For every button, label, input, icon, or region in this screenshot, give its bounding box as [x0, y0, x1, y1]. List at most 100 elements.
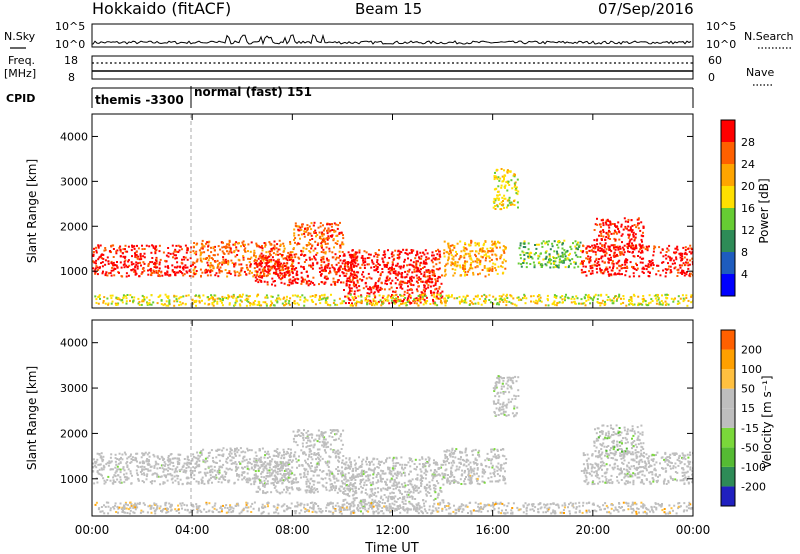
scatter-cell — [265, 275, 268, 278]
scatter-cell — [233, 304, 236, 307]
scatter-cell — [266, 482, 269, 485]
scatter-cell — [607, 224, 610, 227]
scatter-cell — [316, 448, 319, 451]
scatter-cell — [654, 246, 657, 249]
scatter-cell — [280, 278, 283, 281]
scatter-cell — [316, 244, 319, 246]
scatter-cell — [148, 463, 151, 466]
scatter-cell — [415, 260, 418, 263]
scatter-cell — [639, 256, 642, 259]
scatter-cell — [494, 208, 497, 210]
scatter-cell — [228, 244, 231, 246]
scatter-cell — [141, 248, 144, 251]
scatter-cell — [417, 299, 419, 302]
scatter-cell — [285, 486, 288, 489]
scatter-cell — [605, 236, 608, 238]
scatter-cell — [328, 250, 331, 253]
scatter-cell — [624, 266, 627, 269]
scatter-cell — [288, 279, 291, 282]
scatter-cell — [95, 251, 98, 254]
scatter-cell — [612, 262, 615, 265]
scatter-cell — [510, 201, 513, 204]
scatter-cell — [179, 301, 182, 304]
scatter-cell — [386, 275, 389, 278]
scatter-cell — [310, 299, 313, 302]
scatter-cell — [171, 270, 174, 273]
scatter-cell — [305, 476, 308, 478]
scatter-cell — [654, 297, 657, 300]
scatter-cell — [282, 242, 285, 245]
scatter-cell — [263, 479, 266, 482]
scatter-cell — [194, 300, 196, 303]
scatter-cell — [390, 269, 393, 272]
scatter-cell — [180, 248, 183, 251]
scatter-cell — [143, 262, 146, 265]
scatter-cell — [472, 273, 475, 276]
scatter-cell — [488, 260, 491, 263]
scatter-cell — [337, 261, 340, 264]
scatter-cell — [333, 481, 336, 484]
scatter-cell — [116, 458, 119, 460]
scatter-cell — [425, 282, 428, 285]
scatter-cell — [465, 301, 468, 304]
scatter-cell — [254, 470, 257, 473]
scatter-cell — [362, 287, 365, 290]
scatter-cell — [224, 475, 227, 478]
scatter-cell — [577, 241, 579, 244]
scatter-cell — [561, 243, 564, 246]
scatter-cell — [273, 265, 276, 268]
scatter-cell — [116, 478, 119, 481]
scatter-cell — [200, 482, 203, 485]
scatter-cell — [451, 268, 454, 271]
scatter-cell — [297, 459, 300, 462]
scatter-cell — [620, 225, 623, 228]
scatter-cell — [298, 487, 301, 490]
scatter-cell — [123, 256, 126, 259]
scatter-cell — [493, 188, 496, 191]
scatter-cell — [486, 251, 489, 254]
scatter-cell — [488, 299, 491, 301]
scatter-cell — [260, 257, 263, 260]
scatter-cell — [245, 297, 248, 300]
scatter-cell — [140, 303, 143, 306]
scatter-cell — [235, 246, 238, 249]
scatter-cell — [215, 462, 218, 464]
scatter-cell — [124, 248, 126, 251]
scatter-cell — [392, 294, 395, 297]
scatter-cell — [588, 249, 591, 252]
scatter-cell — [313, 231, 316, 233]
scatter-cell — [498, 303, 500, 306]
scatter-cell — [283, 453, 285, 456]
scatter-cell — [510, 302, 513, 305]
scatter-cell — [182, 256, 185, 258]
scatter-cell — [423, 265, 426, 268]
scatter-cell — [494, 245, 497, 248]
scatter-cell — [134, 265, 137, 268]
scatter-cell — [463, 254, 466, 257]
scatter-cell — [256, 293, 259, 296]
scatter-cell — [292, 260, 295, 263]
scatter-cell — [273, 280, 276, 282]
scatter-cell — [665, 302, 668, 305]
scatter-cell — [262, 483, 265, 486]
scatter-cell — [312, 264, 315, 267]
scatter-cell — [203, 302, 206, 305]
scatter-cell — [189, 469, 192, 472]
scatter-cell — [306, 434, 309, 437]
scatter-cell — [124, 255, 127, 258]
scatter-cell — [212, 296, 214, 299]
scatter-cell — [562, 301, 564, 304]
scatter-cell — [452, 258, 455, 261]
freq-label-unit: [MHz] — [4, 67, 36, 80]
scatter-cell — [575, 295, 578, 298]
scatter-cell — [500, 186, 503, 189]
scatter-cell — [501, 196, 504, 199]
scatter-cell — [159, 483, 162, 486]
scatter-cell — [239, 462, 242, 465]
scatter-cell — [193, 267, 196, 270]
scatter-cell — [110, 244, 113, 247]
scatter-cell — [243, 476, 246, 479]
scatter-cell — [305, 491, 308, 494]
scatter-cell — [339, 244, 342, 247]
scatter-cell — [134, 255, 137, 258]
